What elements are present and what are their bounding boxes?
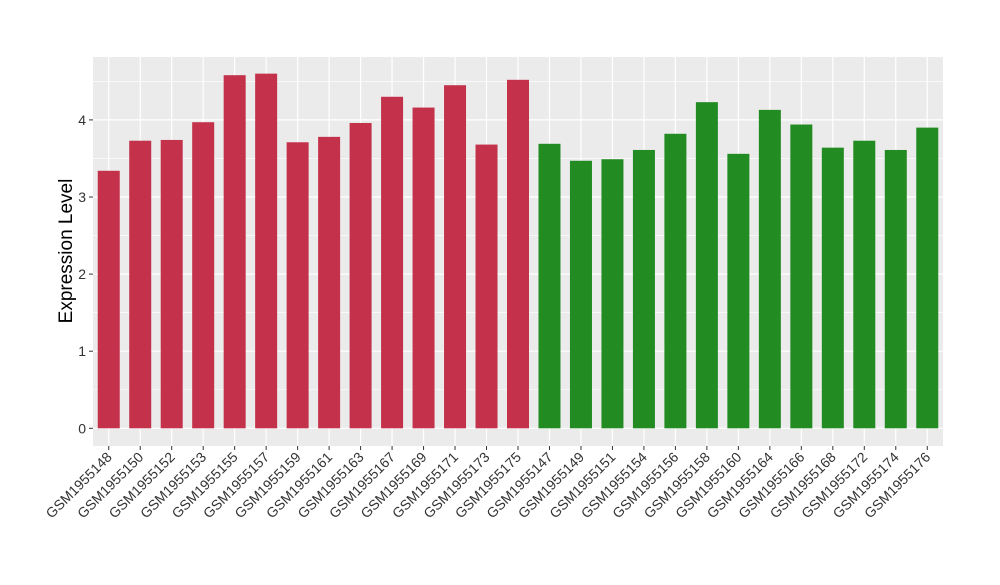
y-tick-label: 3	[78, 189, 86, 205]
bar-GSM1955166	[790, 124, 813, 429]
y-tick-label: 4	[78, 112, 86, 128]
y-axis-label: Expression Level	[56, 179, 77, 324]
bar-GSM1955176	[916, 127, 939, 429]
y-tick-label: 2	[78, 266, 86, 282]
bar-GSM1955159	[286, 142, 309, 429]
bar-GSM1955164	[758, 109, 781, 429]
bar-GSM1955161	[318, 136, 341, 429]
bar-GSM1955147	[538, 143, 561, 429]
x-axis: GSM1955148GSM1955150GSM1955152GSM1955153…	[42, 446, 934, 521]
bar-GSM1955154	[632, 149, 655, 429]
bar-GSM1955156	[664, 133, 687, 429]
bar-GSM1955149	[569, 160, 592, 429]
bar-GSM1955148	[97, 170, 120, 429]
y-tick-label: 1	[78, 343, 86, 359]
y-tick-label: 0	[78, 420, 86, 436]
bar-GSM1955152	[160, 139, 183, 429]
bar-GSM1955151	[601, 159, 624, 429]
bars	[97, 73, 939, 429]
y-axis: 0 1 2 3 4	[78, 112, 93, 436]
bar-GSM1955175	[507, 79, 529, 429]
bar-GSM1955173	[475, 144, 498, 429]
bar-GSM1955153	[192, 122, 215, 429]
bar-GSM1955167	[381, 96, 404, 429]
bar-GSM1955158	[695, 102, 718, 429]
bar-GSM1955157	[255, 73, 278, 429]
bar-GSM1955160	[727, 153, 750, 429]
bar-GSM1955169	[412, 107, 435, 429]
bar-GSM1955174	[884, 149, 907, 429]
bar-GSM1955172	[853, 140, 876, 429]
bar-GSM1955163	[349, 122, 372, 429]
bar-GSM1955171	[444, 85, 467, 429]
bar-GSM1955150	[129, 140, 152, 429]
bar-GSM1955155	[223, 75, 246, 429]
bar-GSM1955168	[821, 147, 844, 429]
